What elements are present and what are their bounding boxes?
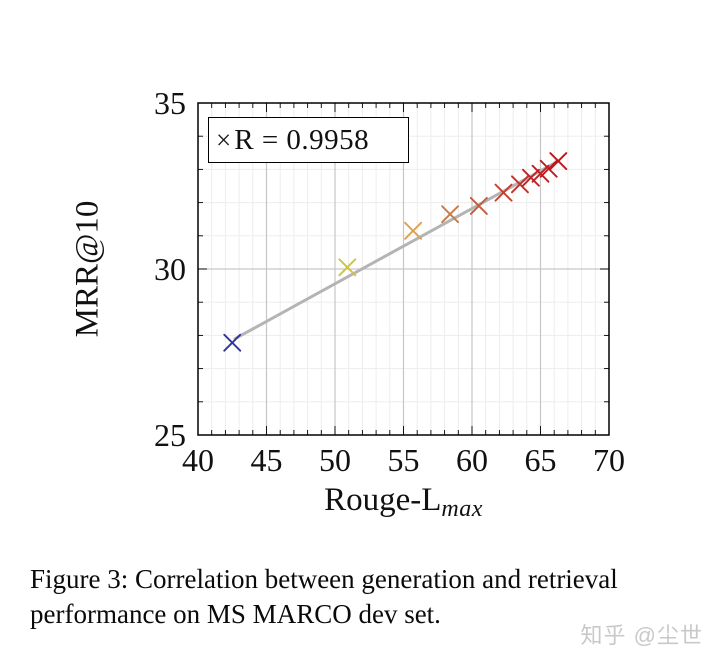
figure-3-plot: 40 45 50 55 60 65 70 25 30 35 × R = 0.9958 Rouge-… xyxy=(69,85,626,523)
data-point-x-marker xyxy=(521,168,540,187)
data-point-x-marker xyxy=(223,333,242,352)
y-axis-label: MRR@10 xyxy=(69,200,106,338)
y-tick-label: 35 xyxy=(154,85,186,121)
x-tick-label: 65 xyxy=(525,442,557,478)
x-tick-label: 45 xyxy=(251,442,283,478)
legend-box: × R = 0.9958 xyxy=(208,117,409,163)
data-point-x-marker xyxy=(404,221,423,240)
data-point-x-marker xyxy=(531,164,550,183)
x-tick-label: 60 xyxy=(456,442,488,478)
fit-line xyxy=(233,159,560,341)
x-axis-label: Rouge-Lmax xyxy=(198,482,609,523)
data-point-x-marker xyxy=(469,196,488,215)
caption-line-1: Figure 3: Correlation between generation… xyxy=(30,564,618,594)
y-tick-label: 25 xyxy=(154,417,186,453)
x-tick-label: 40 xyxy=(182,442,214,478)
x-tick-label: 50 xyxy=(319,442,351,478)
figure-caption: Figure 3: Correlation between generation… xyxy=(30,562,690,632)
data-point-x-marker xyxy=(539,159,558,178)
x-axis-label-main: Rouge-L xyxy=(324,482,442,518)
data-point-x-marker xyxy=(338,258,357,277)
legend-label: R = 0.9958 xyxy=(234,123,370,156)
legend-x-marker-icon: × xyxy=(216,124,232,155)
x-axis-label-subscript: max xyxy=(441,496,483,522)
data-point-x-marker xyxy=(511,175,529,194)
data-point-x-marker xyxy=(494,183,513,202)
watermark-text: 知乎 @尘世 xyxy=(580,623,703,648)
x-tick-label: 55 xyxy=(388,442,420,478)
y-tick-label: 30 xyxy=(154,251,186,287)
data-point-x-marker xyxy=(441,205,460,224)
x-tick-label: 70 xyxy=(593,442,625,478)
data-point-x-marker xyxy=(549,152,568,171)
scatter-plot-canvas: 40 45 50 55 60 65 70 25 30 35 xyxy=(154,85,625,478)
caption-line-2: performance on MS MARCO dev set. xyxy=(30,599,441,629)
